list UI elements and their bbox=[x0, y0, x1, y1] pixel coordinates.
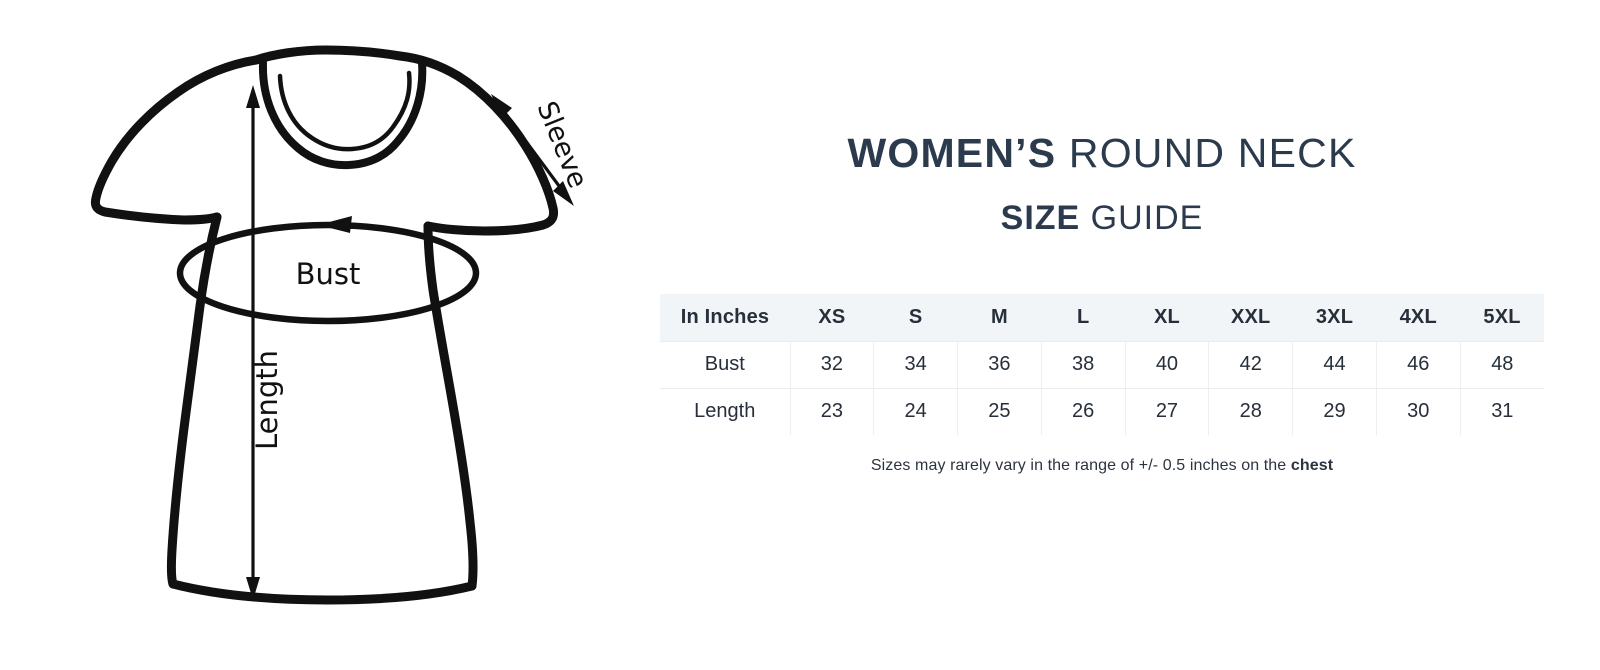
title-line2-rest: GUIDE bbox=[1080, 199, 1204, 238]
size-variance-note: Sizes may rarely vary in the range of +/… bbox=[660, 457, 1544, 475]
column-header-size-l: L bbox=[1041, 294, 1126, 341]
cell-bust-s: 34 bbox=[873, 340, 959, 389]
bust-arrowhead-icon bbox=[318, 216, 352, 233]
sleeve-arrowhead-bottom-icon bbox=[553, 181, 574, 206]
cell-bust-xl: 40 bbox=[1124, 340, 1210, 389]
tshirt-body-left bbox=[166, 212, 222, 589]
column-header-size-xl: XL bbox=[1125, 294, 1209, 341]
title-line-1: WOMEN’S ROUND NECK bbox=[660, 130, 1544, 176]
cell-bust-xs: 32 bbox=[789, 340, 875, 389]
cell-bust-m: 36 bbox=[957, 340, 1042, 389]
cell-length-5xl: 31 bbox=[1459, 387, 1544, 435]
page-title: WOMEN’S ROUND NECK SIZE GUIDE bbox=[660, 130, 1544, 238]
cell-bust-l: 38 bbox=[1040, 340, 1126, 389]
row-label-bust: Bust bbox=[660, 340, 791, 389]
cell-length-3xl: 29 bbox=[1292, 387, 1377, 435]
size-chart-body: Bust 32 34 36 38 40 42 44 46 48 Length 2… bbox=[660, 340, 1544, 435]
cell-length-xxl: 28 bbox=[1208, 387, 1294, 435]
bust-label: Bust bbox=[296, 257, 361, 291]
length-label: Length bbox=[250, 350, 284, 450]
table-header-row: In Inches XS S M L XL XXL 3XL 4XL 5XL bbox=[660, 294, 1544, 341]
cell-length-s: 24 bbox=[873, 387, 959, 435]
footnote-emphasis: chest bbox=[1290, 457, 1334, 474]
title-line2-bold: SIZE bbox=[1000, 199, 1081, 238]
sleeve-arrowhead-top-icon bbox=[491, 94, 512, 118]
column-header-size-xs: XS bbox=[790, 294, 874, 341]
footnote-text: Sizes may rarely vary in the range of +/… bbox=[870, 457, 1291, 474]
collar-outer bbox=[258, 59, 427, 170]
column-header-size-m: M bbox=[957, 294, 1042, 341]
table-row: Length 23 24 25 26 27 28 29 30 31 bbox=[660, 387, 1544, 435]
cell-length-xs: 23 bbox=[789, 387, 875, 435]
size-chart-header: In Inches XS S M L XL XXL 3XL 4XL 5XL bbox=[660, 294, 1544, 341]
cell-bust-3xl: 44 bbox=[1292, 340, 1377, 389]
cell-length-xl: 27 bbox=[1124, 387, 1210, 435]
table-row: Bust 32 34 36 38 40 42 44 46 48 bbox=[660, 340, 1544, 389]
cell-bust-xxl: 42 bbox=[1208, 340, 1294, 389]
collar-inner bbox=[277, 70, 412, 152]
tshirt-body-right bbox=[423, 221, 478, 591]
column-header-size-5xl: 5XL bbox=[1460, 294, 1544, 341]
cell-length-m: 25 bbox=[957, 387, 1042, 435]
column-header-size-4xl: 4XL bbox=[1376, 294, 1461, 341]
cell-bust-5xl: 48 bbox=[1459, 340, 1544, 389]
title-line1-rest: ROUND NECK bbox=[1056, 130, 1357, 176]
tshirt-hem bbox=[168, 579, 477, 605]
tshirt-outline-left bbox=[90, 55, 261, 225]
size-guide-panel: WOMEN’S ROUND NECK SIZE GUIDE In Inches … bbox=[660, 0, 1560, 670]
row-label-length: Length bbox=[660, 387, 791, 435]
tshirt-diagram: Bust Length Sleeve bbox=[60, 30, 640, 640]
length-arrowhead-top-icon bbox=[246, 85, 260, 108]
cell-bust-4xl: 46 bbox=[1375, 340, 1461, 389]
tshirt-shoulder-top bbox=[251, 45, 405, 65]
column-header-size-3xl: 3XL bbox=[1292, 294, 1377, 341]
title-line-2: SIZE GUIDE bbox=[660, 199, 1544, 238]
cell-length-4xl: 30 bbox=[1375, 387, 1461, 435]
size-chart-table: In Inches XS S M L XL XXL 3XL 4XL 5XL Bu… bbox=[660, 294, 1544, 435]
title-line1-bold: WOMEN’S bbox=[847, 130, 1057, 176]
cell-length-l: 26 bbox=[1040, 387, 1126, 435]
tshirt-illustration-svg: Bust Length Sleeve bbox=[90, 45, 593, 605]
column-header-unit: In Inches bbox=[660, 294, 790, 341]
sleeve-measure-line bbox=[494, 100, 570, 199]
column-header-size-s: S bbox=[873, 294, 958, 341]
column-header-size-xxl: XXL bbox=[1208, 294, 1293, 341]
tshirt-outline-right bbox=[395, 51, 559, 236]
length-arrowhead-bottom-icon bbox=[246, 577, 260, 600]
